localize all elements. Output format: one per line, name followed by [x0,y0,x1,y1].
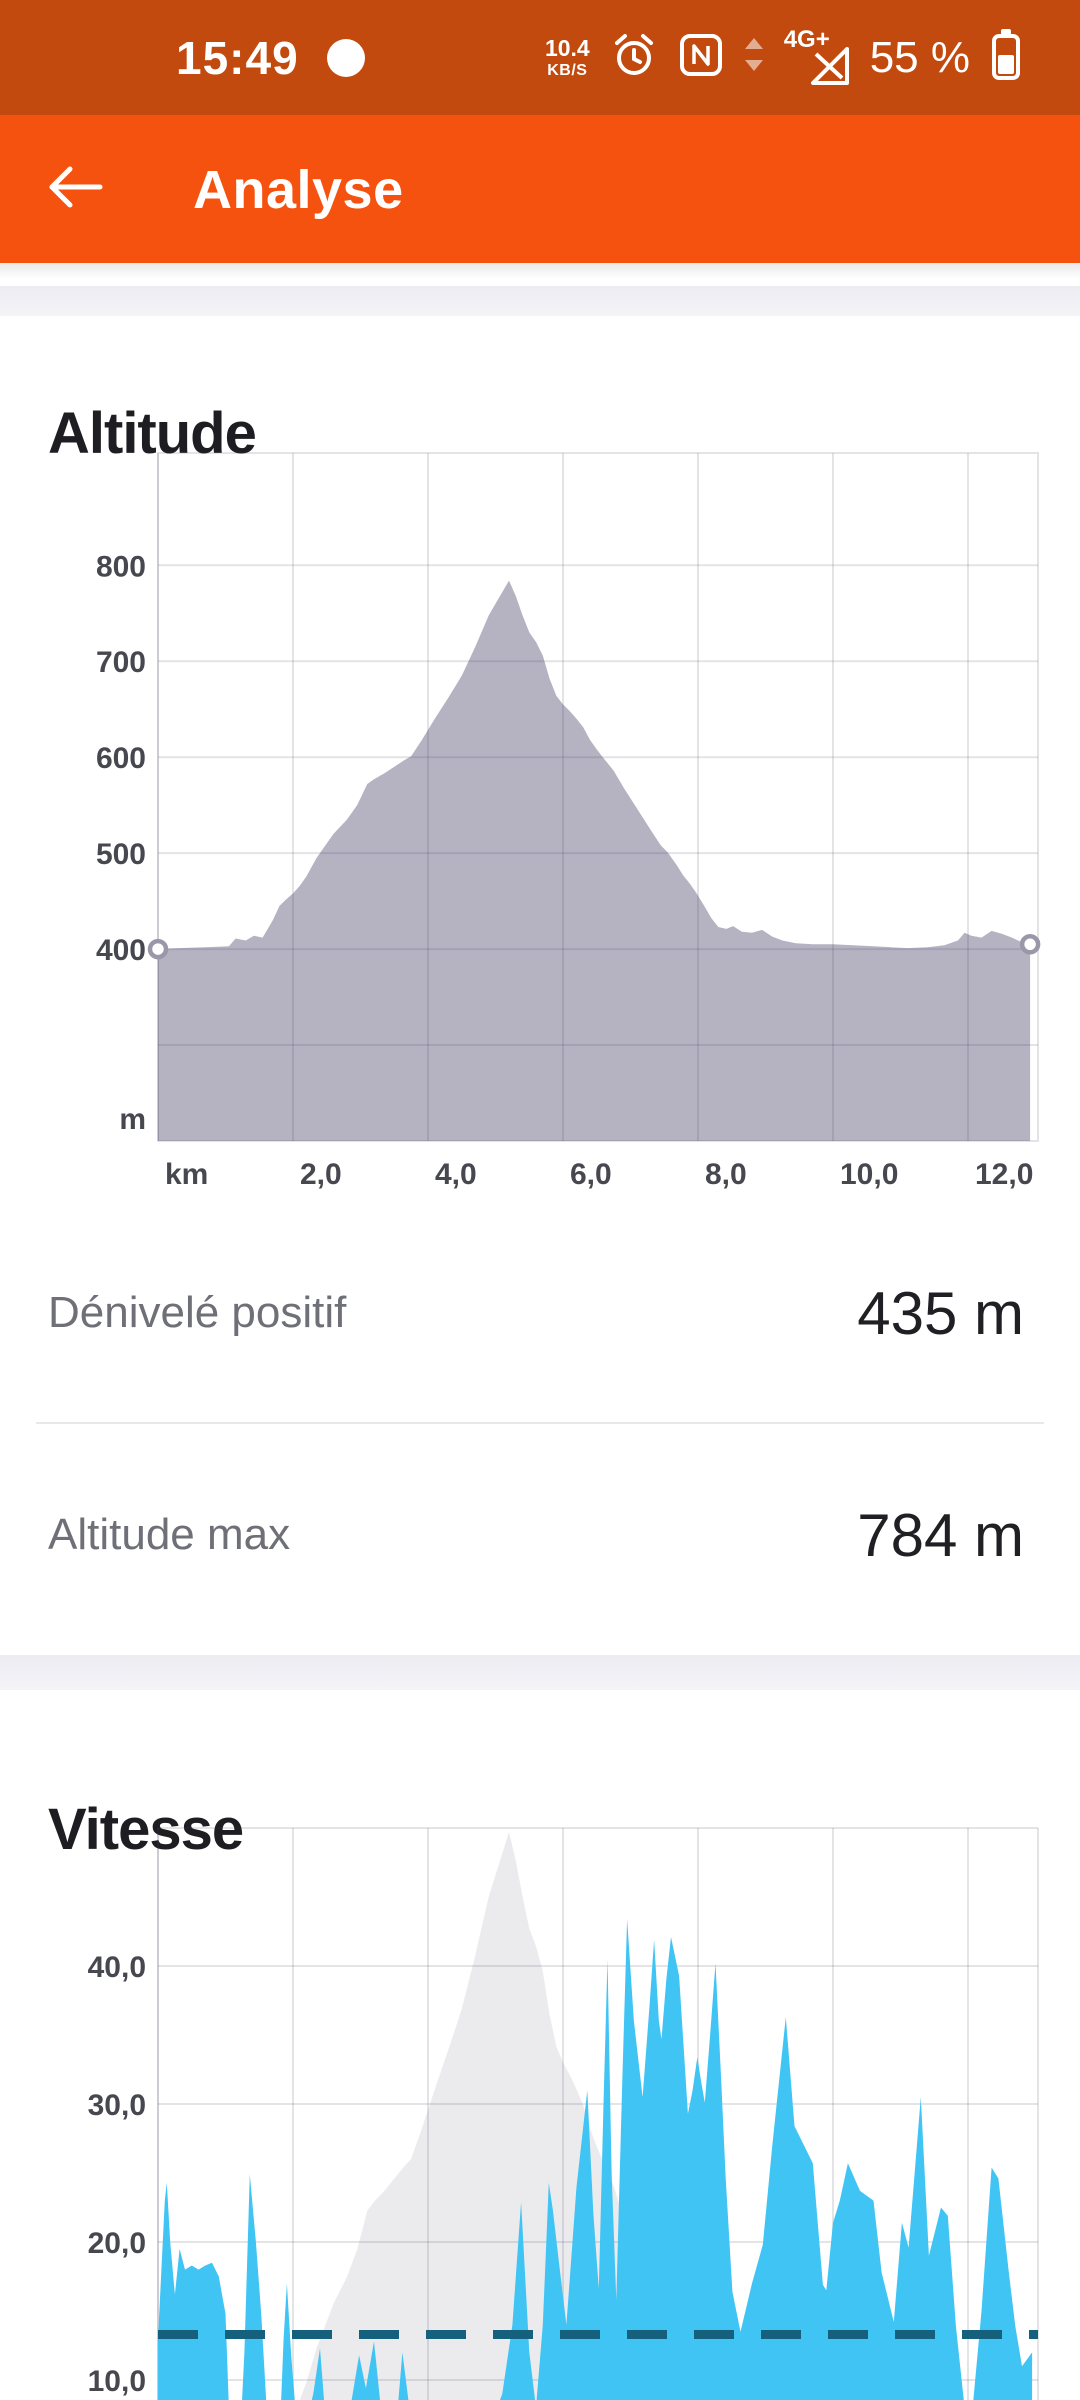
network-speed-unit: KB/S [547,61,588,79]
network-type-label: 4G+ [783,25,830,53]
battery-icon [990,28,1022,87]
svg-text:10,0: 10,0 [88,2365,146,2398]
altitude-chart[interactable]: 800 700 600 500 400 m km 2,0 4,0 6,0 8,0 10,0 12,0 [0,440,1080,1210]
network-speed-value: 10.4 [544,34,590,61]
altitude-section: Altitude 800 700 600 500 400 m km 2,0 4,0 6,0 8,0 1… [0,316,1080,1655]
clock: 15:49 [176,31,299,84]
chart-end-marker [1019,934,1041,955]
svg-text:10,0: 10,0 [840,1158,898,1191]
vitesse-heading: Vitesse [48,1797,244,1863]
section-gap [0,286,1080,316]
battery-percent-label: 55 % [869,32,970,82]
network-speed: 10.4 KB/S [544,34,590,79]
notification-dot-icon [326,38,365,77]
svg-text:40,0: 40,0 [88,1951,146,1984]
chart-start-marker [147,938,169,960]
status-bar: 15:49 10.4 KB/S [0,0,1080,115]
vitesse-chart[interactable]: 40,0 30,0 20,0 10,0 [0,1810,1080,2400]
svg-text:500: 500 [96,838,146,871]
svg-text:m: m [119,1103,146,1136]
data-arrows-icon [744,36,764,79]
svg-text:12,0: 12,0 [975,1158,1033,1191]
svg-text:4,0: 4,0 [435,1158,477,1191]
section-gap [0,1655,1080,1690]
signal-4g-icon: 4G+ [783,25,850,88]
arrow-left-icon [44,163,108,216]
altitude-heading: Altitude [48,401,257,467]
svg-text:8,0: 8,0 [705,1158,747,1191]
app-bar: Analyse [0,115,1080,263]
back-button[interactable] [40,161,112,217]
svg-text:km: km [165,1158,208,1191]
page-title: Analyse [193,160,404,220]
svg-text:30,0: 30,0 [88,2089,146,2122]
nfc-icon [678,32,724,83]
svg-text:20,0: 20,0 [88,2227,146,2260]
svg-text:700: 700 [96,646,146,679]
stat-row-denivele: Dénivelé positif 435 m [0,1251,1080,1375]
stat-label: Altitude max [48,1510,291,1559]
stat-value: 784 m [857,1501,1024,1569]
divider [36,1422,1044,1424]
vitesse-section: Vitesse 40,0 30,0 20,0 10,0 [0,1690,1080,2400]
svg-text:6,0: 6,0 [570,1158,612,1191]
stat-value: 435 m [857,1279,1024,1347]
speed-area [158,1919,1033,2400]
svg-text:600: 600 [96,742,146,775]
svg-text:800: 800 [96,550,146,583]
svg-text:2,0: 2,0 [300,1158,342,1191]
altitude-area [158,580,1031,1141]
stat-label: Dénivelé positif [48,1288,347,1337]
alarm-icon [610,31,658,84]
content-top-strip [0,263,1080,286]
stat-row-altitude-max: Altitude max 784 m [0,1473,1080,1597]
svg-text:400: 400 [96,934,146,967]
